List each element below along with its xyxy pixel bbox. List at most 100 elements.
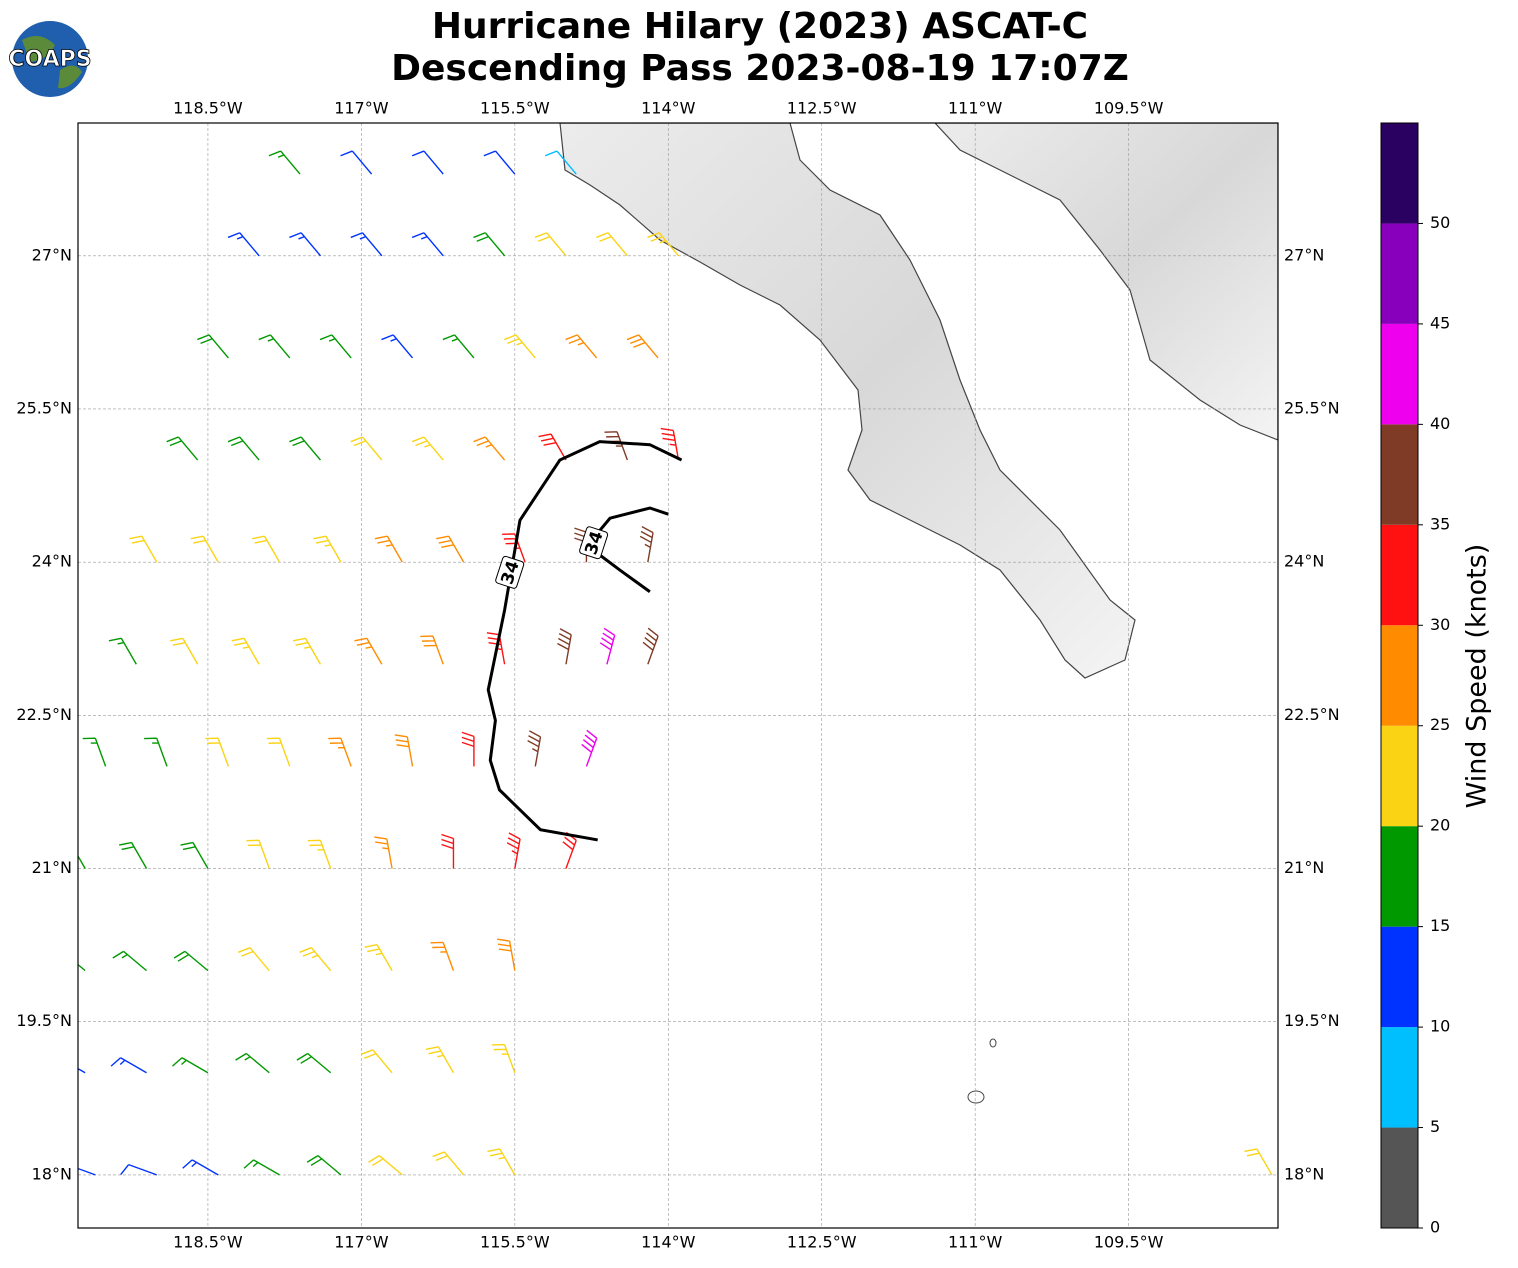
wind-barb <box>432 1151 465 1176</box>
wind-barb <box>604 431 629 461</box>
wind-barb <box>296 1052 332 1074</box>
wind-barb <box>197 334 229 359</box>
x-tick-label: 115.5°W <box>480 1233 550 1252</box>
wind-barb <box>227 232 260 257</box>
logo-text: COAPS <box>8 47 91 72</box>
contour-label-box <box>579 526 609 560</box>
wind-barb <box>289 436 321 461</box>
wind-barb <box>381 334 414 359</box>
colorbar-tick-label: 30 <box>1430 615 1450 634</box>
wind-barb <box>368 1155 403 1176</box>
wind-barb <box>596 232 628 257</box>
wind-barb <box>235 1052 270 1074</box>
wind-barb <box>268 150 301 175</box>
colorbar-tick-label: 45 <box>1430 313 1450 332</box>
x-tick-label: 112.5°W <box>787 99 857 118</box>
wind-barb <box>110 1057 147 1074</box>
wind-barb <box>506 832 521 869</box>
colorbar-tick-label: 50 <box>1430 213 1450 232</box>
wind-barb <box>340 150 373 175</box>
wind-barb <box>112 950 147 972</box>
x-tick-label: 114°W <box>641 1233 696 1252</box>
wind-barb <box>299 947 332 972</box>
wind-barb <box>374 535 403 563</box>
wind-barb <box>173 950 209 972</box>
wind-barb <box>108 637 137 665</box>
colorbar-frame <box>1380 122 1419 1229</box>
wind-barb <box>354 637 383 665</box>
wind-barb <box>205 737 230 767</box>
x-tick-label: 117°W <box>334 99 389 118</box>
wind-barb <box>639 525 654 563</box>
baja-peninsula <box>559 123 1136 679</box>
wind-barb <box>411 232 444 257</box>
wind-barb <box>258 334 291 359</box>
wind-barb <box>581 729 598 767</box>
wind-barb <box>144 737 168 767</box>
colorbar-bin <box>1381 424 1418 525</box>
colorbar-tick-label: 25 <box>1430 715 1450 734</box>
y-tick-label: 24°N <box>1284 552 1324 571</box>
wind-barb <box>180 841 209 869</box>
wind-barb <box>491 1043 516 1074</box>
y-tick-label: 19.5°N <box>1284 1011 1340 1030</box>
logo: COAPS <box>8 21 92 97</box>
colorbar-bin <box>1381 625 1418 726</box>
colorbar-bin <box>1381 1127 1418 1228</box>
colorbar-tick-label: 40 <box>1430 414 1450 433</box>
wind-barb <box>350 232 383 257</box>
wind-barb <box>626 334 659 359</box>
y-tick-label: 18°N <box>1284 1164 1324 1183</box>
colorbar-tick-label: 35 <box>1430 514 1450 533</box>
wind-barb <box>534 232 567 257</box>
colorbar-bin <box>1381 123 1418 224</box>
wind-barb <box>78 854 86 869</box>
wind-barb <box>78 963 86 972</box>
wind-barb <box>190 535 219 563</box>
wind-barb <box>364 943 393 971</box>
wind-barb <box>411 150 444 175</box>
contour-label-group: 34 <box>579 526 609 560</box>
wind-barb <box>227 436 260 461</box>
wind-barb <box>557 628 572 665</box>
wind-barb <box>313 535 342 563</box>
wind-barb <box>166 436 199 461</box>
land-layer <box>559 123 1278 1104</box>
wind-barb <box>328 737 352 767</box>
wind-barb <box>660 427 680 461</box>
y-tick-label: 21°N <box>32 858 72 877</box>
y-tick-label: 24°N <box>32 552 72 571</box>
colorbar-bin <box>1381 323 1418 425</box>
y-tick-label: 21°N <box>1284 858 1324 877</box>
y-tick-label: 19.5°N <box>16 1011 72 1030</box>
contour-34kt <box>598 506 669 593</box>
colorbar-tick-label: 10 <box>1430 1017 1450 1036</box>
wind-barb <box>78 1167 96 1176</box>
wind-barb <box>182 1159 219 1176</box>
wind-barb <box>503 334 536 359</box>
y-tick-label: 25.5°N <box>16 398 72 417</box>
colorbar-bin <box>1381 725 1418 827</box>
contour-34kt <box>486 440 683 842</box>
wind-barb <box>394 734 414 767</box>
wind-barb <box>374 836 393 869</box>
colorbar-tick-label: 0 <box>1430 1218 1440 1237</box>
wind-barb <box>292 637 322 665</box>
contour-label-group: 34 <box>495 555 525 589</box>
wind-barb <box>120 1163 158 1176</box>
wind-barb <box>461 731 475 767</box>
wind-barb <box>360 1049 393 1074</box>
wind-barb <box>172 1057 209 1074</box>
y-tick-label: 22.5°N <box>16 705 72 724</box>
x-tick-label: 118.5°W <box>173 99 243 118</box>
y-tick-label: 22.5°N <box>1284 705 1340 724</box>
wind-barb <box>78 1067 86 1074</box>
x-tick-label: 109.5°W <box>1094 99 1164 118</box>
mainland-mexico <box>934 123 1278 441</box>
wind-barb <box>647 232 680 257</box>
wind-barb <box>441 833 455 869</box>
wind-barb <box>527 730 542 767</box>
wind-barb <box>289 232 321 257</box>
colorbar-tick-label: 5 <box>1430 1117 1440 1136</box>
